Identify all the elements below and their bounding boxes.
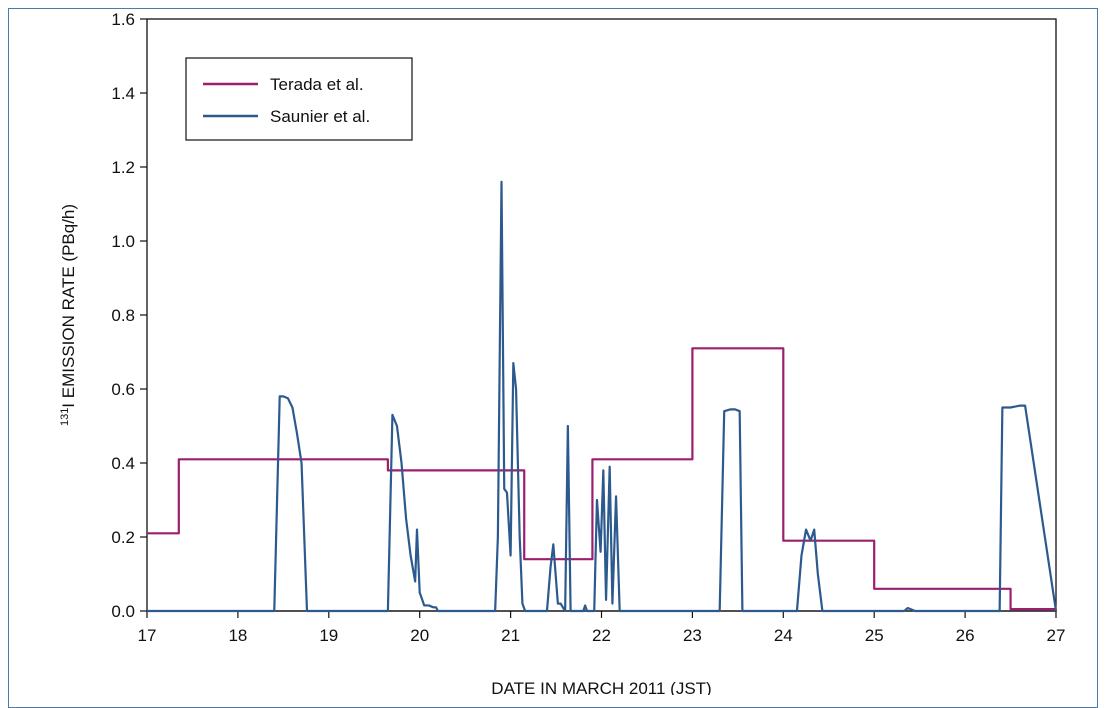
x-tick-label: 19 [319, 626, 338, 645]
legend-box [185, 57, 413, 141]
y-tick-label: 0.4 [111, 454, 135, 473]
legend-label: Terada et al. [270, 75, 364, 94]
y-tick-label: 1.0 [111, 232, 135, 251]
y-tick-label: 0.8 [111, 306, 135, 325]
x-tick-label: 18 [228, 626, 247, 645]
x-tick-label: 25 [865, 626, 884, 645]
x-tick-label: 24 [774, 626, 793, 645]
series-line-terada-et-al [147, 347, 1056, 611]
x-axis-title: DATE IN MARCH 2011 (JST) [491, 679, 711, 695]
y-axis-title: 131I EMISSION RATE (PBq/h) [59, 204, 78, 426]
x-tick-label: 17 [138, 626, 157, 645]
y-axis-title-text: I EMISSION RATE (PBq/h) [59, 204, 78, 408]
x-tick-label: 20 [410, 626, 429, 645]
y-tick-label: 1.6 [111, 10, 135, 29]
legend: Terada et al. Saunier et al. [185, 57, 413, 141]
axes-layer: 17 18 19 20 21 22 23 24 25 26 27 0.0 0.2 0.4 0.6 0.8 1.0… [111, 10, 1065, 645]
y-tick-label: 1.2 [111, 158, 135, 177]
legend-label: Saunier et al. [270, 107, 370, 126]
x-tick-label: 26 [956, 626, 975, 645]
x-tick-label: 27 [1047, 626, 1066, 645]
x-tick-label: 23 [683, 626, 702, 645]
y-axis-title-superscript: 131 [59, 408, 71, 426]
x-tick-label: 21 [501, 626, 520, 645]
series-line-saunier-et-al [147, 180, 1058, 613]
y-tick-label: 0.0 [111, 602, 135, 621]
x-tick-label: 22 [592, 626, 611, 645]
y-tick-label: 0.6 [111, 380, 135, 399]
y-tick-label: 1.4 [111, 84, 135, 103]
y-tick-label: 0.2 [111, 528, 135, 547]
series-layer [147, 180, 1058, 613]
